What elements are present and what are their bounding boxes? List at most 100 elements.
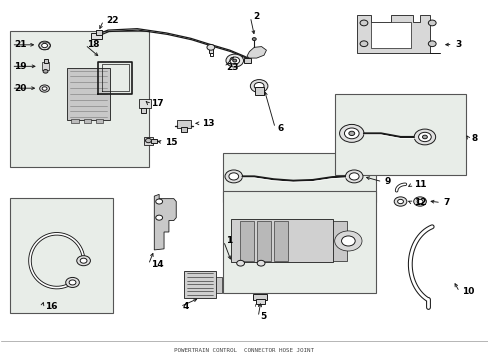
Text: 18: 18 <box>87 40 100 49</box>
Circle shape <box>145 138 151 143</box>
Text: 14: 14 <box>151 260 163 269</box>
Text: 23: 23 <box>226 63 239 72</box>
Circle shape <box>224 170 242 183</box>
Bar <box>96 31 102 35</box>
Text: 19: 19 <box>14 62 26 71</box>
Text: 21: 21 <box>14 40 26 49</box>
Bar <box>332 221 346 261</box>
Bar <box>222 153 375 202</box>
Circle shape <box>39 41 50 50</box>
Circle shape <box>359 41 367 46</box>
Circle shape <box>225 54 243 67</box>
Bar <box>181 127 186 132</box>
Bar <box>256 221 271 261</box>
Circle shape <box>232 59 236 62</box>
Text: 5: 5 <box>260 312 266 321</box>
Circle shape <box>42 87 47 90</box>
Bar <box>10 31 149 167</box>
Circle shape <box>65 278 79 288</box>
Bar <box>253 294 266 300</box>
Circle shape <box>229 57 239 64</box>
Bar <box>215 277 221 293</box>
Bar <box>243 58 250 63</box>
Circle shape <box>397 199 403 204</box>
Text: 10: 10 <box>461 287 473 296</box>
Circle shape <box>156 199 162 204</box>
Bar <box>66 68 110 120</box>
Text: 4: 4 <box>182 302 188 311</box>
Text: 13: 13 <box>202 119 214 128</box>
Text: 3: 3 <box>454 40 461 49</box>
Circle shape <box>156 215 162 220</box>
Bar <box>151 139 157 143</box>
Bar <box>254 87 263 95</box>
Circle shape <box>359 20 367 26</box>
Circle shape <box>418 132 430 141</box>
Bar <box>143 137 153 145</box>
Circle shape <box>422 135 427 139</box>
Circle shape <box>345 170 362 183</box>
Bar <box>141 108 145 113</box>
Bar <box>239 221 254 261</box>
Circle shape <box>250 80 267 93</box>
Circle shape <box>344 128 358 139</box>
Text: 12: 12 <box>413 198 426 207</box>
Text: 2: 2 <box>252 12 259 21</box>
Bar <box>230 220 332 262</box>
Circle shape <box>348 131 354 135</box>
Circle shape <box>413 129 435 145</box>
Circle shape <box>41 43 47 48</box>
Polygon shape <box>356 15 439 53</box>
Bar <box>177 120 190 128</box>
Bar <box>10 198 113 313</box>
Circle shape <box>393 197 406 206</box>
Polygon shape <box>154 194 176 250</box>
Bar <box>370 22 410 48</box>
Text: 15: 15 <box>165 138 178 147</box>
Circle shape <box>257 260 264 266</box>
Circle shape <box>228 173 238 180</box>
Bar <box>222 191 375 293</box>
Circle shape <box>427 41 435 46</box>
Bar <box>256 300 264 304</box>
Bar <box>183 271 215 298</box>
Circle shape <box>416 199 422 204</box>
Circle shape <box>43 69 48 73</box>
Circle shape <box>334 231 361 251</box>
Circle shape <box>206 44 214 50</box>
Bar <box>96 119 103 123</box>
Circle shape <box>341 236 354 246</box>
Text: 9: 9 <box>384 177 390 186</box>
Text: 11: 11 <box>413 180 426 189</box>
Text: 7: 7 <box>443 198 449 207</box>
Circle shape <box>80 258 87 263</box>
Text: 1: 1 <box>225 237 232 246</box>
Bar <box>43 59 47 63</box>
Circle shape <box>236 260 244 266</box>
Circle shape <box>77 256 90 266</box>
Circle shape <box>40 85 49 92</box>
Text: 6: 6 <box>277 123 284 132</box>
Text: 16: 16 <box>44 302 57 311</box>
Circle shape <box>69 280 76 285</box>
Text: 8: 8 <box>470 134 476 143</box>
Text: 17: 17 <box>151 99 163 108</box>
Circle shape <box>339 125 363 142</box>
Text: POWERTRAIN CONTROL  CONNECTOR HOSE JOINT: POWERTRAIN CONTROL CONNECTOR HOSE JOINT <box>174 348 314 353</box>
Circle shape <box>427 20 435 26</box>
Bar <box>42 62 49 69</box>
Circle shape <box>254 82 264 90</box>
Bar <box>83 119 91 123</box>
Circle shape <box>348 173 358 180</box>
Polygon shape <box>246 46 266 58</box>
Bar <box>208 47 212 53</box>
Text: 22: 22 <box>106 16 118 25</box>
Bar <box>139 99 151 108</box>
Bar <box>91 33 102 40</box>
Bar <box>71 119 79 123</box>
Text: 20: 20 <box>14 84 26 93</box>
Circle shape <box>413 197 426 206</box>
Bar <box>210 53 212 56</box>
Bar <box>334 94 466 175</box>
Circle shape <box>252 38 256 41</box>
